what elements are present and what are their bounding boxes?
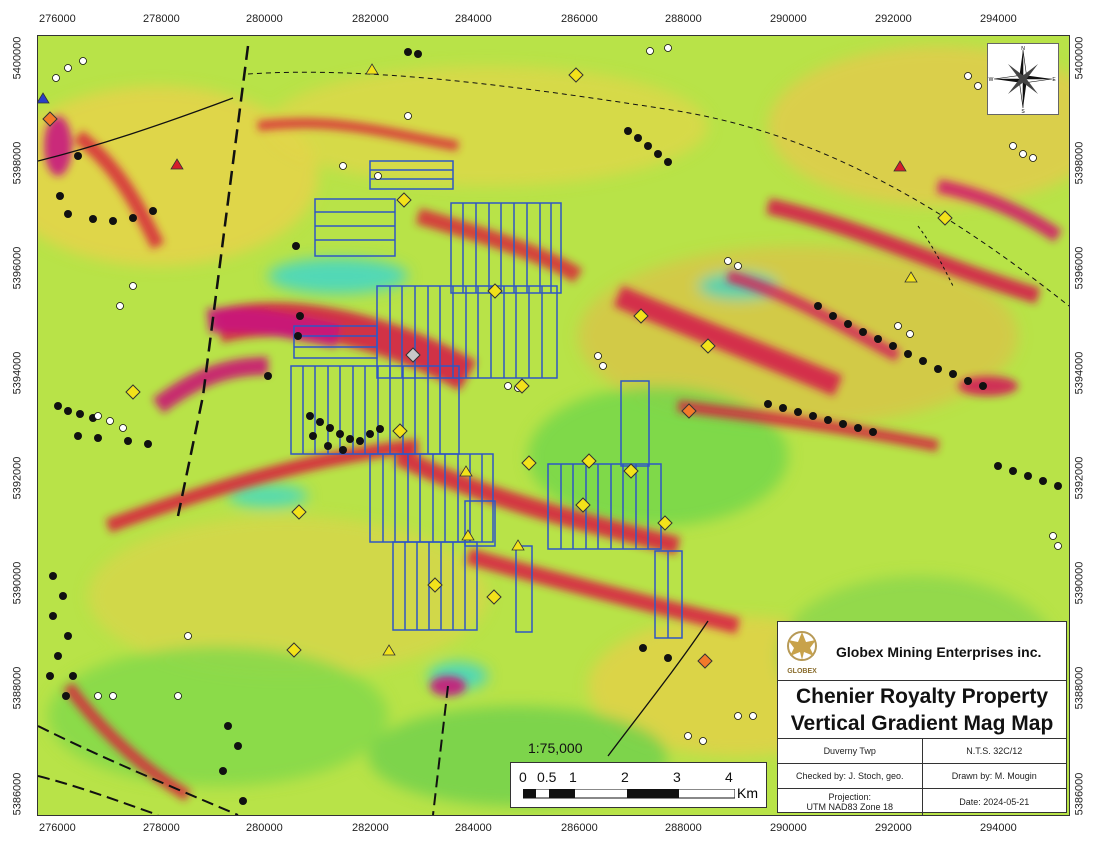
x-tick-label: 294000	[980, 822, 1017, 834]
township: Duverny Twp	[823, 746, 876, 756]
y-tick-label: 5400000	[11, 36, 24, 80]
x-tick-label: 294000	[980, 13, 1017, 25]
scale-bar-graphic	[523, 789, 735, 799]
x-tick-label: 284000	[455, 822, 492, 834]
x-tick-label: 288000	[665, 822, 702, 834]
x-tick-label: 278000	[143, 13, 180, 25]
survey-grid-blocks	[290, 160, 683, 639]
checked-by: Checked by: J. Stoch, geo.	[795, 771, 904, 781]
projection-label: Projection:	[828, 792, 872, 802]
scale-number: 3	[673, 769, 681, 785]
x-tick-label: 282000	[352, 822, 389, 834]
y-tick-label: 5392000	[11, 456, 24, 500]
west-letter: W	[989, 77, 994, 83]
scale-number: 0	[519, 769, 527, 785]
y-tick-label: 5398000	[1073, 141, 1086, 185]
x-tick-label: 280000	[246, 822, 283, 834]
y-tick-label: 5386000	[1073, 772, 1086, 816]
drawn-by: Drawn by: M. Mougin	[921, 764, 1067, 788]
x-tick-label: 292000	[875, 13, 912, 25]
nts-sheet: N.T.S. 32C/12	[921, 739, 1067, 763]
x-tick-label: 292000	[875, 822, 912, 834]
x-tick-label: 286000	[561, 822, 598, 834]
y-tick-label: 5386000	[11, 772, 24, 816]
y-tick-label: 5394000	[1073, 351, 1086, 395]
y-tick-label: 5398000	[11, 141, 24, 185]
scale-number: 2	[621, 769, 629, 785]
triangles	[38, 63, 918, 656]
grey-diamond	[405, 347, 421, 363]
x-tick-label: 280000	[246, 13, 283, 25]
scale-number: 4	[725, 769, 733, 785]
tb-row-location: Duverny Twp N.T.S. 32C/12	[778, 739, 1066, 764]
map-date: Date: 2024-05-21	[921, 789, 1067, 815]
x-tick-label: 276000	[39, 13, 76, 25]
x-tick-label: 276000	[39, 822, 76, 834]
y-tick-label: 5390000	[1073, 561, 1086, 605]
x-tick-label: 290000	[770, 13, 807, 25]
south-letter: S	[1021, 109, 1025, 114]
x-tick-label: 288000	[665, 13, 702, 25]
scale-unit: Km	[737, 785, 758, 801]
scale-number: 1	[569, 769, 577, 785]
north-letter: N	[1021, 46, 1025, 52]
east-letter: E	[1052, 77, 1056, 83]
drill-holes-black	[46, 48, 1062, 805]
orange-diamonds	[42, 111, 713, 669]
company-name: Globex Mining Enterprises inc.	[836, 644, 1042, 660]
showing-diamonds	[125, 67, 953, 658]
y-tick-label: 5394000	[11, 351, 24, 395]
y-tick-label: 5396000	[11, 246, 24, 290]
drill-holes-white	[52, 44, 1062, 745]
svg-text:GLOBEX: GLOBEX	[787, 668, 817, 675]
scale-number: 0.5	[537, 769, 557, 785]
x-tick-label: 286000	[561, 13, 598, 25]
title-block: GLOBEX Globex Mining Enterprises inc. Ch…	[777, 621, 1067, 815]
x-tick-label: 290000	[770, 822, 807, 834]
map-title: Chenier Royalty Property Vertical Gradie…	[778, 681, 1066, 739]
north-arrow: N S E W	[987, 43, 1059, 115]
compass-rose-icon: N S E W	[989, 46, 1057, 115]
globex-logo-icon: GLOBEX	[787, 631, 817, 675]
tb-row-projection: Projection: UTM NAD83 Zone 18 Date: 2024…	[778, 789, 1066, 815]
x-tick-label: 284000	[455, 13, 492, 25]
map-title-line1: Chenier Royalty Property	[795, 685, 1049, 708]
tb-row-credits: Checked by: J. Stoch, geo. Drawn by: M. …	[778, 764, 1066, 789]
x-tick-label: 278000	[143, 822, 180, 834]
y-tick-label: 5388000	[11, 666, 24, 710]
y-tick-label: 5388000	[1073, 666, 1086, 710]
x-tick-label: 282000	[352, 13, 389, 25]
y-tick-label: 5400000	[1073, 36, 1086, 80]
projection: Projection: UTM NAD83 Zone 18	[778, 789, 922, 815]
projection-value: UTM NAD83 Zone 18	[806, 802, 894, 812]
scale-ratio: 1:75,000	[528, 740, 583, 756]
y-tick-label: 5392000	[1073, 456, 1086, 500]
y-tick-label: 5396000	[1073, 246, 1086, 290]
title-block-header: GLOBEX Globex Mining Enterprises inc.	[778, 622, 1066, 681]
y-tick-label: 5390000	[11, 561, 24, 605]
map-title-line2: Vertical Gradient Mag Map	[790, 712, 1054, 735]
scale-bar: 0 0.5 1 2 3 4 Km	[510, 762, 767, 808]
